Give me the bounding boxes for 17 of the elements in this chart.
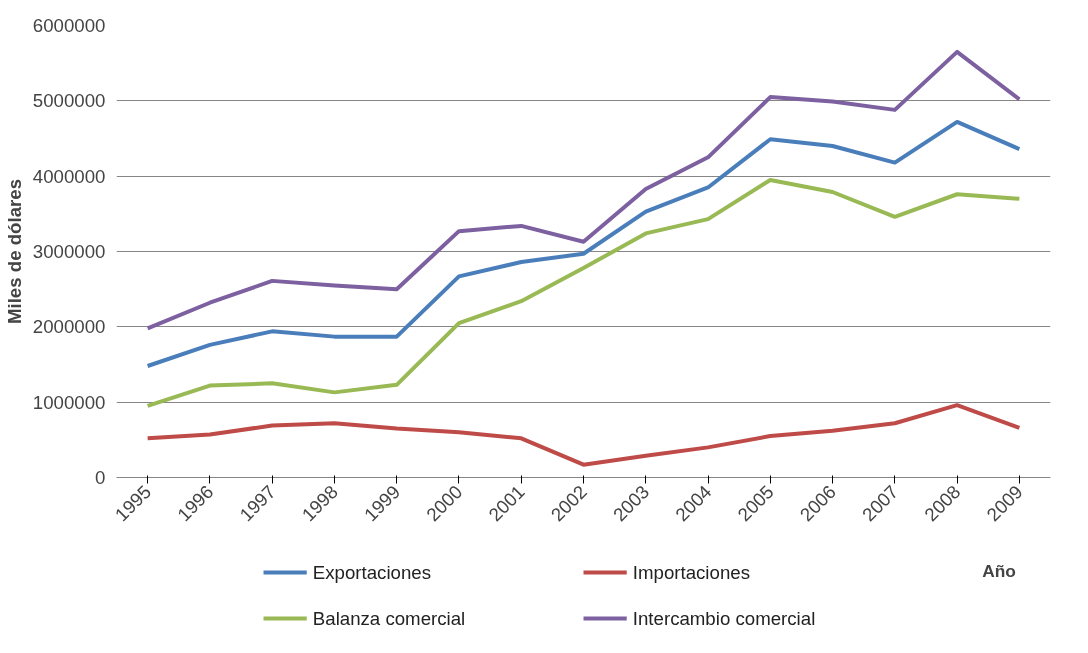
line-series: [145, 49, 1022, 331]
y-tick-label: 4000000: [32, 165, 106, 187]
x-axis-title: Año: [982, 560, 1016, 581]
legend-label: Exportaciones: [312, 562, 432, 583]
y-tick-label: 5000000: [32, 90, 106, 112]
legend-label: Intercambio comercial: [632, 608, 816, 629]
y-tick-label: 6000000: [32, 15, 106, 36]
y-tick-label: 3000000: [32, 241, 106, 262]
line-series: [145, 119, 1022, 369]
y-tick-label: 1000000: [32, 391, 106, 413]
line-series: [145, 177, 1022, 408]
y-tick-label: 0: [95, 467, 106, 488]
legend-label: Importaciones: [632, 562, 750, 583]
legend-label: Balanza comercial: [312, 608, 466, 629]
y-tick-label: 2000000: [32, 316, 106, 338]
line-series: [145, 403, 1022, 467]
y-axis-title: Miles de dólares: [3, 178, 25, 325]
